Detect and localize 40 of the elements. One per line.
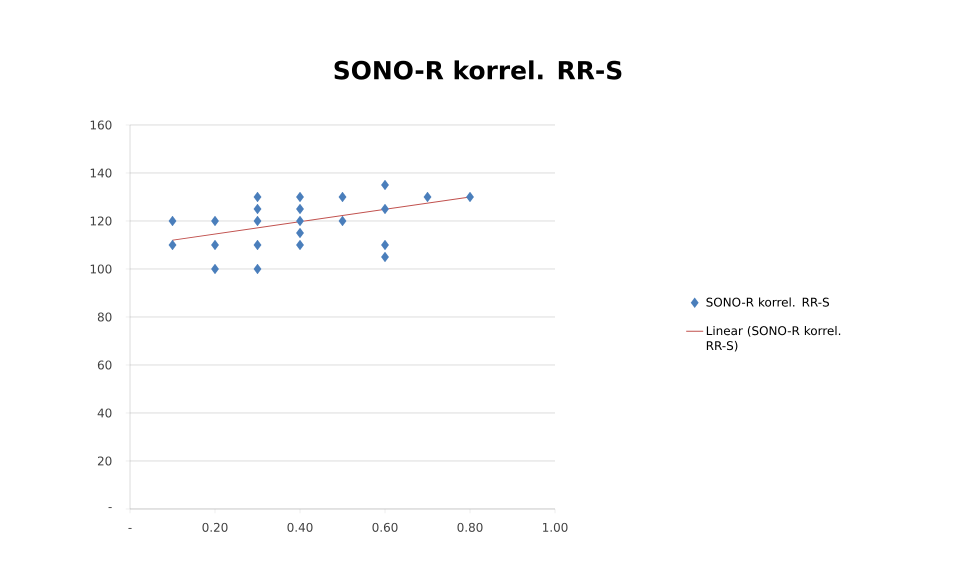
point [168,216,176,226]
point [211,240,219,250]
chart-title: SONO-R korrel. RR-S [334,60,622,80]
point [254,240,262,250]
point [296,228,304,238]
point [381,240,389,250]
y-tick-label: 80 [98,312,112,322]
legend-label: Linear (SONO-R korrel. RR-S) [706,326,840,352]
y-tick-label: 140 [90,168,112,178]
y-tick-label: 60 [98,360,112,370]
x-tick-label: 0.40 [287,522,313,532]
point [381,252,389,262]
point [211,216,219,226]
x-tick-label: 0.80 [457,522,483,532]
point [254,192,262,202]
y-tick-label: 160 [90,120,112,130]
point [466,192,474,202]
x-tick-label: 1.00 [543,522,568,532]
point [381,204,389,214]
y-tick-label: 100 [90,264,112,274]
point [211,264,219,274]
point [254,264,262,274]
point [168,240,176,250]
point [296,192,304,202]
x-tick-label: 0.20 [202,522,228,532]
point [296,204,304,214]
point [338,192,346,202]
x-tick-label: 0.60 [372,522,398,532]
y-tick-label: - [108,507,112,508]
point [424,192,432,202]
point [338,216,346,226]
y-tick-label: 40 [98,408,112,418]
point [381,180,389,190]
y-tick-label: 120 [90,216,112,226]
point [254,216,262,226]
y-tick-label: 20 [98,456,112,466]
point [296,216,304,226]
point [296,240,304,250]
legend-label: SONO-R korrel. RR-S [706,297,829,307]
point [254,204,262,214]
